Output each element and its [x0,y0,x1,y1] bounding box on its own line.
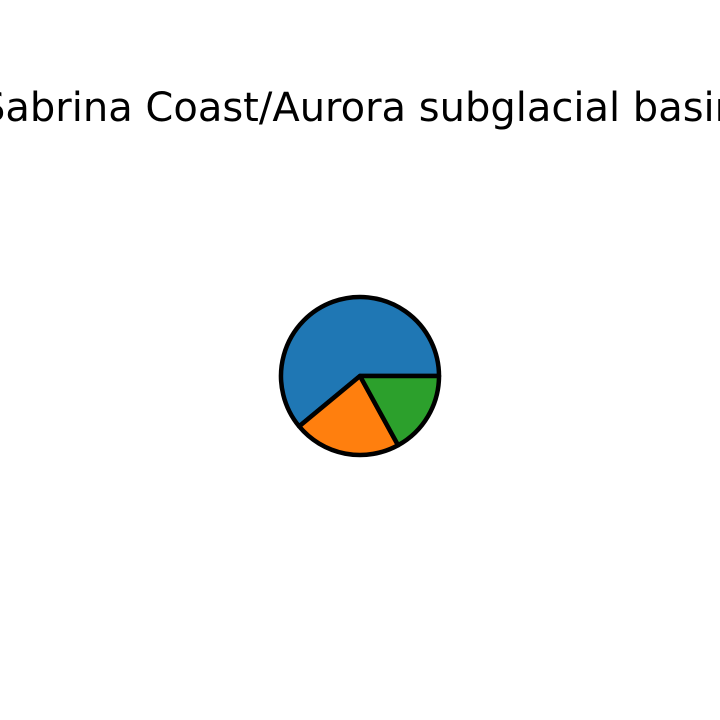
pie-slice-1 [278,294,442,429]
pie-slice-3 [357,373,442,448]
pie-slices [278,294,442,458]
chart-title: Sabrina Coast/Aurora subglacial basin [0,85,720,131]
pie-slice-2 [296,373,401,458]
